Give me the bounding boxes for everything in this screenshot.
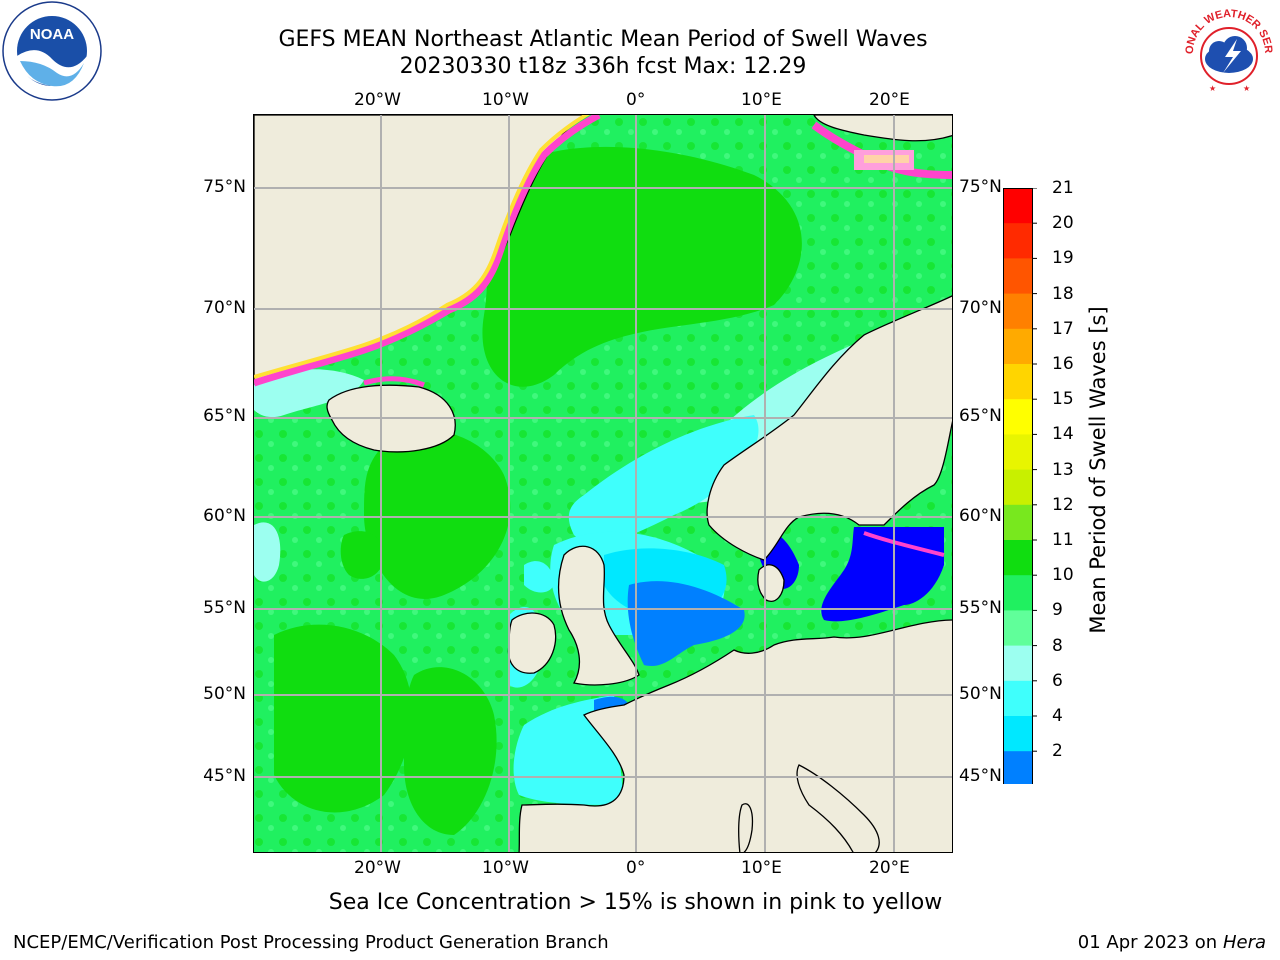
colorbar-tick-label: 9 <box>1052 600 1063 621</box>
map-canvas <box>254 115 952 852</box>
colorbar-segment <box>1003 716 1033 752</box>
colorbar-tick-label: 20 <box>1052 213 1074 234</box>
colorbar-segment <box>1003 751 1033 784</box>
colorbar <box>1003 188 1037 784</box>
lon-label-top: 0° <box>626 90 646 110</box>
lat-label-right: 75°N <box>959 177 1002 197</box>
great-britain <box>557 545 640 686</box>
colorbar-tick-label: 21 <box>1052 178 1074 198</box>
colorbar-tick-label: 14 <box>1052 424 1074 445</box>
noaa-logo: NOAA <box>2 1 102 101</box>
colorbar-tick-label: 10 <box>1052 565 1074 586</box>
lon-label-top: 20°W <box>354 90 401 110</box>
colorbar-segment <box>1003 610 1033 647</box>
lat-label-right: 65°N <box>959 406 1002 426</box>
swell-10-11s-areas <box>274 146 802 835</box>
lat-label-left: 75°N <box>203 177 246 197</box>
svg-text:★: ★ <box>1243 84 1250 93</box>
sea-ice-edges <box>254 115 952 557</box>
corsica-sardinia <box>738 803 754 852</box>
colorbar-tick-label: 2 <box>1052 741 1063 762</box>
svalbard <box>813 115 952 142</box>
footer-date-text: 01 Apr 2023 on <box>1077 932 1223 953</box>
colorbar-segment <box>1003 504 1033 541</box>
lat-label-right: 70°N <box>959 298 1002 318</box>
lat-label-left: 50°N <box>203 684 246 704</box>
svg-text:★: ★ <box>1209 84 1216 93</box>
noaa-logo-text: NOAA <box>30 26 74 43</box>
lon-label-bottom: 20°E <box>869 858 910 878</box>
lon-label-bottom: 0° <box>626 858 646 878</box>
lat-label-left: 60°N <box>203 506 246 526</box>
colorbar-segment <box>1003 469 1033 506</box>
lat-label-left: 70°N <box>203 298 246 318</box>
colorbar-tick-label: 11 <box>1052 530 1074 550</box>
lon-label-bottom: 10°W <box>482 858 529 878</box>
colorbar-segment <box>1003 575 1033 611</box>
colorbar-tick-label: 19 <box>1052 248 1074 269</box>
colorbar-segment <box>1003 223 1033 259</box>
chart-title: GEFS MEAN Northeast Atlantic Mean Period… <box>278 27 928 52</box>
lat-label-right: 50°N <box>959 684 1002 704</box>
lat-label-left: 65°N <box>203 406 246 426</box>
colorbar-segment <box>1003 293 1033 330</box>
colorbar-label: Mean Period of Swell Waves [s] <box>1086 306 1110 634</box>
lon-label-top: 10°W <box>482 90 529 110</box>
lon-label-top: 20°E <box>869 90 910 110</box>
footer-credit: NCEP/EMC/Verification Post Processing Pr… <box>13 932 609 953</box>
colorbar-segment <box>1003 399 1033 435</box>
colorbar-tick-label: 6 <box>1052 670 1063 691</box>
continental-europe <box>518 619 952 852</box>
lat-label-right: 60°N <box>959 506 1002 526</box>
lon-label-bottom: 10°E <box>741 858 782 878</box>
lat-label-right: 45°N <box>959 766 1002 786</box>
colorbar-frame <box>1003 188 1033 784</box>
colorbar-tick-label: 18 <box>1052 283 1074 304</box>
colorbar-tick-label: 8 <box>1052 635 1063 656</box>
sea-ice-note: Sea Ice Concentration > 15% is shown in … <box>328 890 943 915</box>
colorbar-tick-label: 16 <box>1052 354 1074 374</box>
colorbar-tick-label: 17 <box>1052 318 1074 339</box>
lat-label-left: 55°N <box>203 598 246 618</box>
footer-date: 01 Apr 2023 on Hera <box>1078 932 1266 953</box>
colorbar-segment <box>1003 645 1033 682</box>
colorbar-segment <box>1003 328 1033 365</box>
colorbar-tick-label: 15 <box>1052 389 1074 410</box>
lon-label-top: 10°E <box>741 90 782 110</box>
colorbar-tick-label: 12 <box>1052 494 1074 515</box>
scandinavia <box>706 295 952 561</box>
lat-label-right: 55°N <box>959 598 1002 618</box>
graticule <box>254 115 952 852</box>
footer-machine: Hera <box>1222 932 1266 953</box>
colorbar-tick-label: 4 <box>1052 706 1063 726</box>
colorbar-segment <box>1003 540 1033 576</box>
lon-label-bottom: 20°W <box>354 858 401 878</box>
nws-logo: NATIONAL WEATHER SERVICE ★ ★ <box>1175 0 1279 101</box>
colorbar-segment <box>1003 434 1033 471</box>
colorbar-tick-label: 13 <box>1052 459 1074 480</box>
lat-label-left: 45°N <box>203 766 246 786</box>
colorbar-segment <box>1003 680 1033 717</box>
swell-period-map <box>253 114 953 853</box>
colorbar-segment <box>1003 258 1033 295</box>
land-masses <box>254 115 952 852</box>
chart-subtitle-forecast: 20230330 t18z 336h fcst Max: 12.29 <box>399 54 807 79</box>
colorbar-segment <box>1003 364 1033 400</box>
colorbar-segment <box>1003 188 1033 224</box>
